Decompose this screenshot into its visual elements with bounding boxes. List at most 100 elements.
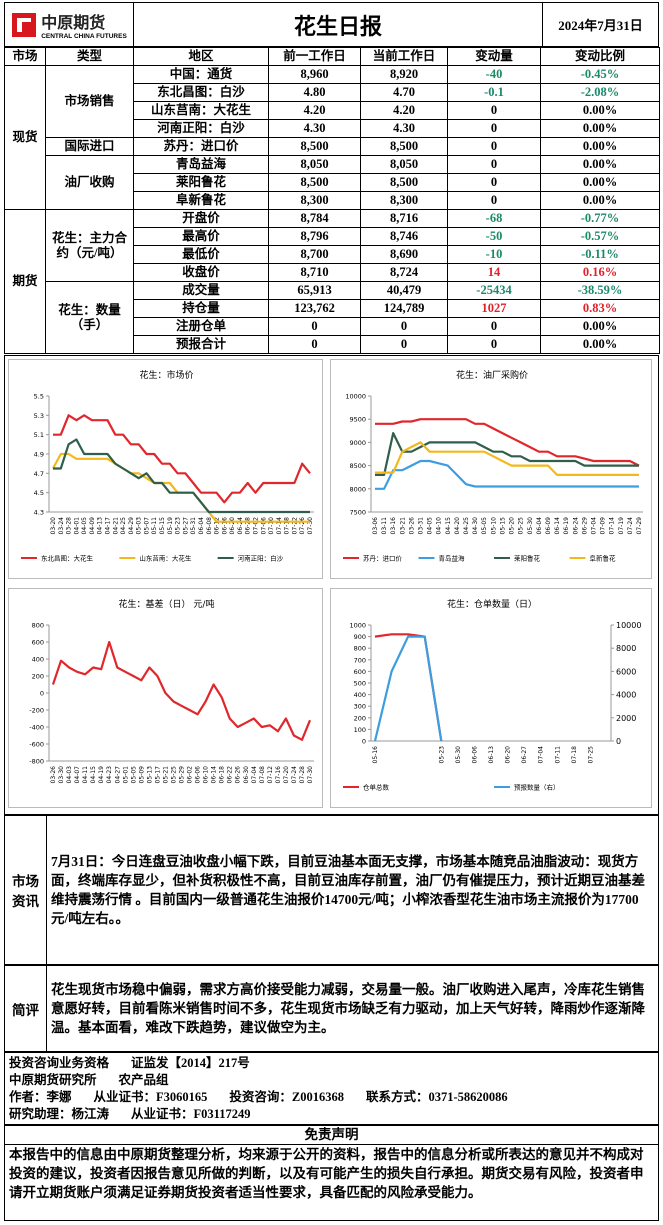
- x-tick-label: 03-28: [66, 517, 73, 535]
- legend-label: 仓单总数: [363, 783, 390, 792]
- x-tick-label: 03-11: [381, 517, 388, 535]
- x-tick-label: 05-07: [143, 517, 150, 535]
- x-tick-label: 06-24: [237, 517, 244, 535]
- table-row: 预报合计 0 0 0 0.00%: [5, 335, 660, 354]
- prev-cell: 123,762: [268, 299, 361, 318]
- legend-label: 预报数量（右）: [514, 783, 560, 792]
- x-tick-label: 06-16: [221, 517, 228, 535]
- chart-title: 花生：市场价: [139, 369, 193, 381]
- column-header: 当前工作日: [360, 47, 448, 66]
- change-pct-cell: -0.77%: [540, 209, 660, 228]
- y-tick-label: 100: [354, 726, 366, 734]
- region-cell: 预报合计: [133, 335, 269, 354]
- x-tick-label: 07-30: [307, 766, 314, 784]
- current-cell: 8,724: [360, 263, 448, 282]
- news-label: 市场资讯: [5, 816, 47, 964]
- x-tick-label: 06-12: [214, 517, 221, 535]
- x-tick-label: 05-11: [151, 517, 158, 535]
- footer-field: 从业证书：F3060165: [93, 1090, 208, 1104]
- region-cell: 苏丹：进口价: [133, 137, 269, 156]
- x-tick-label: 06-29: [581, 517, 588, 535]
- x-tick-label: 07-02: [252, 517, 259, 535]
- x-tick-label: 06-18: [219, 766, 226, 784]
- change-pct-cell: 0.00%: [540, 335, 660, 354]
- change-cell: 1027: [447, 299, 541, 318]
- x-tick-label: 05-23: [175, 517, 182, 535]
- series-line: [375, 441, 639, 476]
- table-row: 国际进口 苏丹：进口价 8,500 8,500 0 0.00%: [5, 137, 660, 156]
- x-tick-label: 05-15: [499, 517, 506, 535]
- date: 2024年7月31日: [558, 18, 643, 33]
- y-tick-label: 0: [40, 690, 44, 698]
- y-tick-label: 300: [354, 703, 366, 711]
- y-tick-label: 4.3: [34, 509, 44, 517]
- region-cell: 山东莒南：大花生: [133, 101, 269, 120]
- y-tick-label: 800: [32, 622, 44, 630]
- current-cell: 8,716: [360, 209, 448, 228]
- change-pct-cell: 0.00%: [540, 137, 660, 156]
- y-tick-label: 0: [362, 738, 366, 746]
- x-tick-label: 07-20: [283, 766, 290, 784]
- x-tick-label: 03-24: [58, 517, 65, 535]
- column-header: 地区: [133, 47, 269, 66]
- series-line: [375, 432, 639, 476]
- table-row: 最高价 8,796 8,746 -50 -0.57%: [5, 227, 660, 246]
- x-tick-label: 03-26: [408, 517, 415, 535]
- x-tick-label: 05-30: [455, 746, 462, 764]
- x-tick-label: 06-13: [488, 746, 495, 764]
- current-cell: 8,500: [360, 173, 448, 192]
- change-cell: -68: [447, 209, 541, 228]
- x-tick-label: 06-24: [572, 517, 579, 535]
- y-tick-label: 200: [354, 714, 366, 722]
- price-table: 市场 类型 地区 前一工作日 当前工作日 变动量 变动比例 现货 市场销售 中国：通货 8,960…: [4, 47, 660, 354]
- footer-field: 中原期货研究所: [9, 1073, 97, 1087]
- x-tick-label: 07-12: [267, 766, 274, 784]
- x-tick-label: 07-08: [259, 766, 266, 784]
- y-tick-label: 600: [354, 668, 366, 676]
- series-line: [53, 414, 311, 504]
- change-cell: 0: [447, 173, 541, 192]
- x-tick-label: 04-13: [97, 517, 104, 535]
- chart-title: 花生：油厂采购价: [456, 369, 528, 381]
- x-tick-label: 04-23: [106, 766, 113, 784]
- x-tick-label: 06-19: [563, 517, 570, 535]
- x-tick-label: 07-10: [268, 517, 275, 535]
- change-pct-cell: -38.59%: [540, 281, 660, 300]
- chart-panel: 花生：仓单数量（日） 0 100 200 300 400 500 600 700 800 900 10…: [330, 588, 652, 808]
- x-tick-label: 06-06: [471, 746, 478, 764]
- x-tick-label: 04-05: [427, 517, 434, 535]
- y-tick-label: 4.9: [34, 451, 44, 459]
- x-tick-label: 07-04: [538, 746, 545, 764]
- y2-tick-label: 2000: [616, 714, 636, 723]
- footer-field: 从业证书：F03117249: [131, 1107, 251, 1121]
- change-pct-cell: -0.11%: [540, 245, 660, 264]
- chart-panel: 花生：基差（日） 元/吨 -800 -600 -400 -200 0 200 400 600 80…: [8, 588, 323, 808]
- logo-text: 中原期货 CENTRAL CHINA FUTURES: [41, 9, 127, 40]
- logo-icon: [12, 12, 37, 37]
- table-row: 最低价 8,700 8,690 -10 -0.11%: [5, 245, 660, 264]
- change-pct-cell: -0.57%: [540, 227, 660, 246]
- x-tick-label: 06-09: [545, 517, 552, 535]
- column-header: 变动量: [447, 47, 541, 66]
- y-tick-label: 600: [32, 639, 44, 647]
- series-line: [373, 635, 443, 742]
- change-cell: 0: [447, 155, 541, 174]
- change-cell: 0: [447, 317, 541, 336]
- legend-label: 河南正阳：白沙: [238, 554, 284, 563]
- x-tick-label: 03-31: [418, 517, 425, 535]
- region-cell: 注册仓单: [133, 317, 269, 336]
- region-cell: 河南正阳：白沙: [133, 119, 269, 138]
- x-tick-label: 05-27: [182, 517, 189, 535]
- x-tick-label: 04-25: [120, 517, 127, 535]
- x-tick-label: 07-24: [627, 517, 634, 535]
- current-cell: 4.20: [360, 101, 448, 120]
- y-tick-label: -400: [29, 724, 44, 732]
- x-tick-label: 07-04: [251, 766, 258, 784]
- x-tick-label: 04-10: [436, 517, 443, 535]
- x-tick-label: 06-10: [203, 766, 210, 784]
- change-pct-cell: 0.00%: [540, 191, 660, 210]
- x-tick-label: 04-19: [98, 766, 105, 784]
- x-tick-label: 06-04: [198, 517, 205, 535]
- x-tick-label: 06-08: [206, 517, 213, 535]
- prev-cell: 8,784: [268, 209, 361, 228]
